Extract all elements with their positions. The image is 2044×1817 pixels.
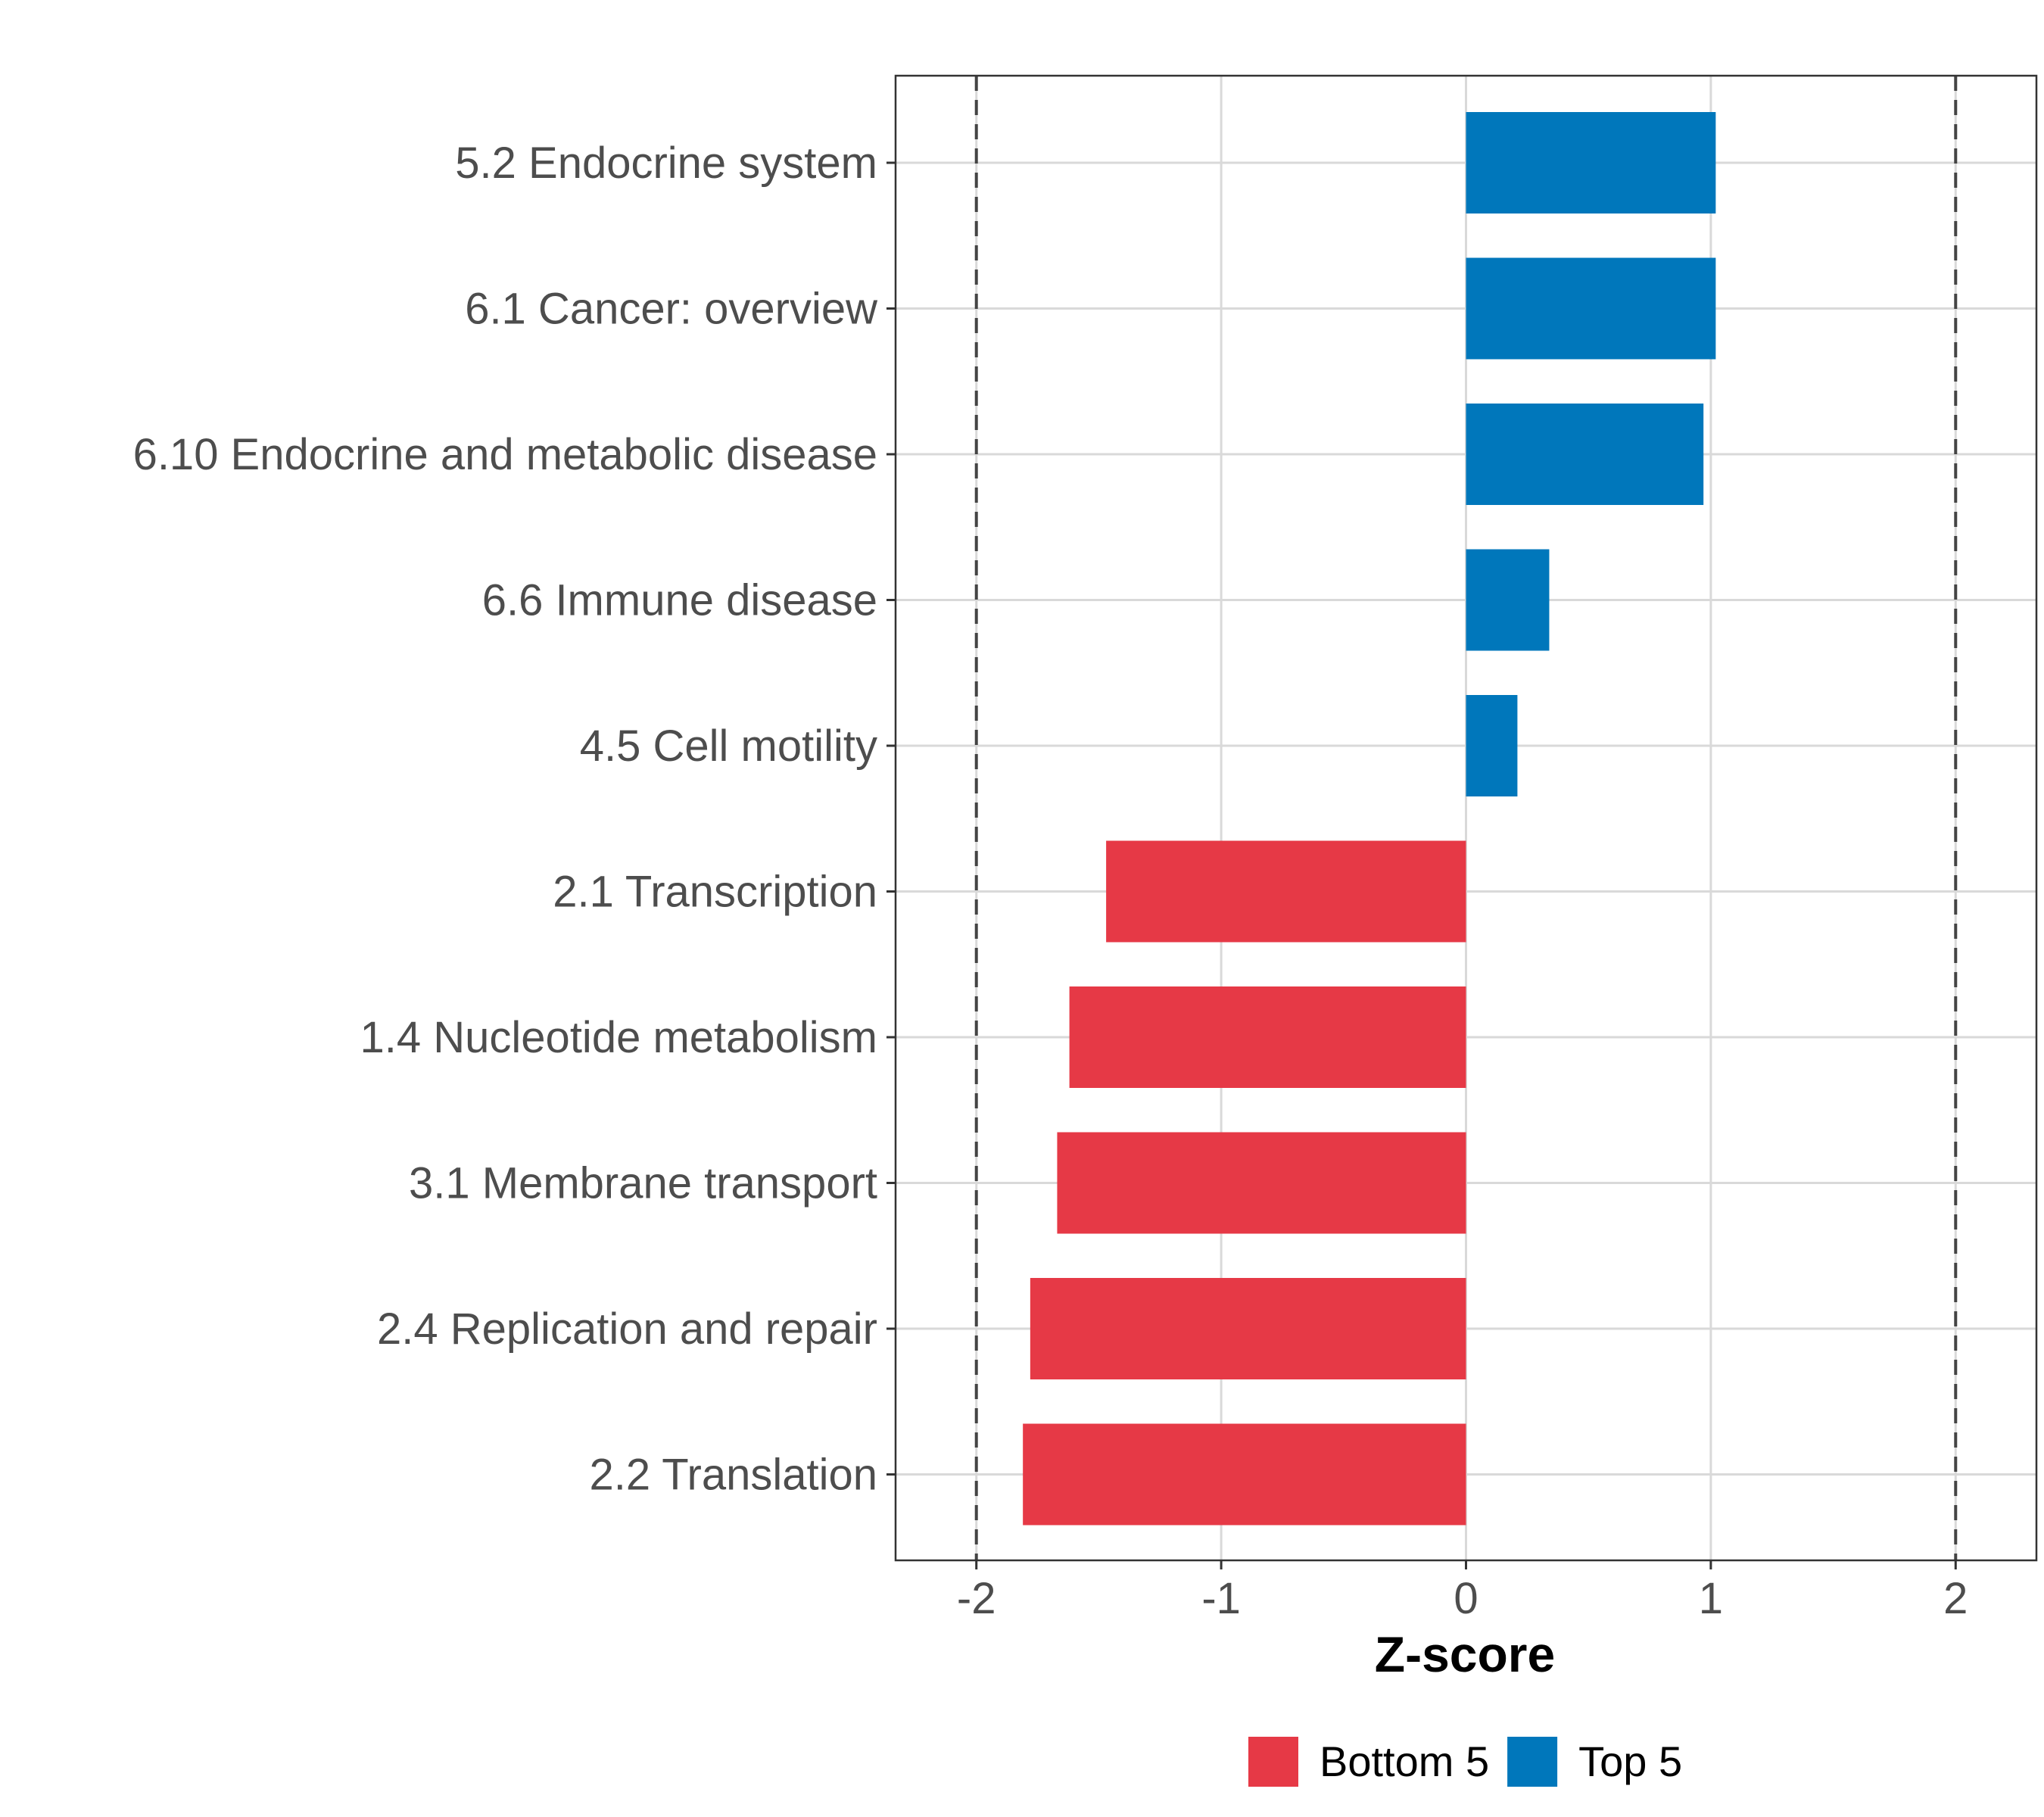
bar [1466, 404, 1704, 505]
x-axis-ticks [975, 1560, 1957, 1569]
y-axis-ticks [886, 161, 896, 1476]
category-label: 6.1 Cancer: overview [465, 285, 878, 334]
bar [1030, 1278, 1466, 1379]
category-label: 6.6 Immune disease [482, 576, 877, 625]
category-label: 2.2 Translation [590, 1451, 877, 1500]
category-label: 4.5 Cell motility [580, 722, 877, 771]
legend-swatch [1507, 1737, 1558, 1787]
category-label: 5.2 Endocrine system [455, 139, 877, 188]
bars [1023, 112, 1716, 1526]
bar [1057, 1132, 1466, 1234]
bar [1023, 1423, 1466, 1526]
legend-label: Bottom 5 [1320, 1738, 1489, 1785]
bar [1466, 257, 1716, 360]
x-tick-label: 2 [1943, 1574, 1968, 1623]
bar [1466, 112, 1716, 213]
legend: Bottom 5 Top 5 [1248, 1737, 1682, 1787]
category-label: 3.1 Membrane transport [409, 1159, 877, 1208]
bar [1069, 986, 1466, 1088]
category-label: 2.1 Transcription [553, 868, 877, 917]
legend-label: Top 5 [1578, 1738, 1682, 1785]
bar [1106, 840, 1466, 943]
x-tick-label: 0 [1454, 1574, 1478, 1623]
legend-swatch [1248, 1737, 1298, 1787]
category-label: 2.4 Replication and repair [377, 1304, 877, 1354]
x-tick-label: -1 [1201, 1574, 1241, 1623]
category-label: 1.4 Nucleotide metabolism [360, 1013, 877, 1062]
x-axis-tick-labels: -2 -1 0 1 2 [957, 1574, 1968, 1623]
y-axis-category-labels: 5.2 Endocrine system 6.1 Cancer: overview… [133, 139, 879, 1500]
x-axis-title: Z-score [1375, 1626, 1555, 1682]
reference-lines [974, 76, 1958, 1560]
category-label: 6.10 Endocrine and metabolic disease [133, 430, 877, 479]
x-tick-label: 1 [1699, 1574, 1723, 1623]
x-tick-label: -2 [957, 1574, 996, 1623]
bar [1466, 695, 1518, 796]
bar [1466, 549, 1550, 651]
